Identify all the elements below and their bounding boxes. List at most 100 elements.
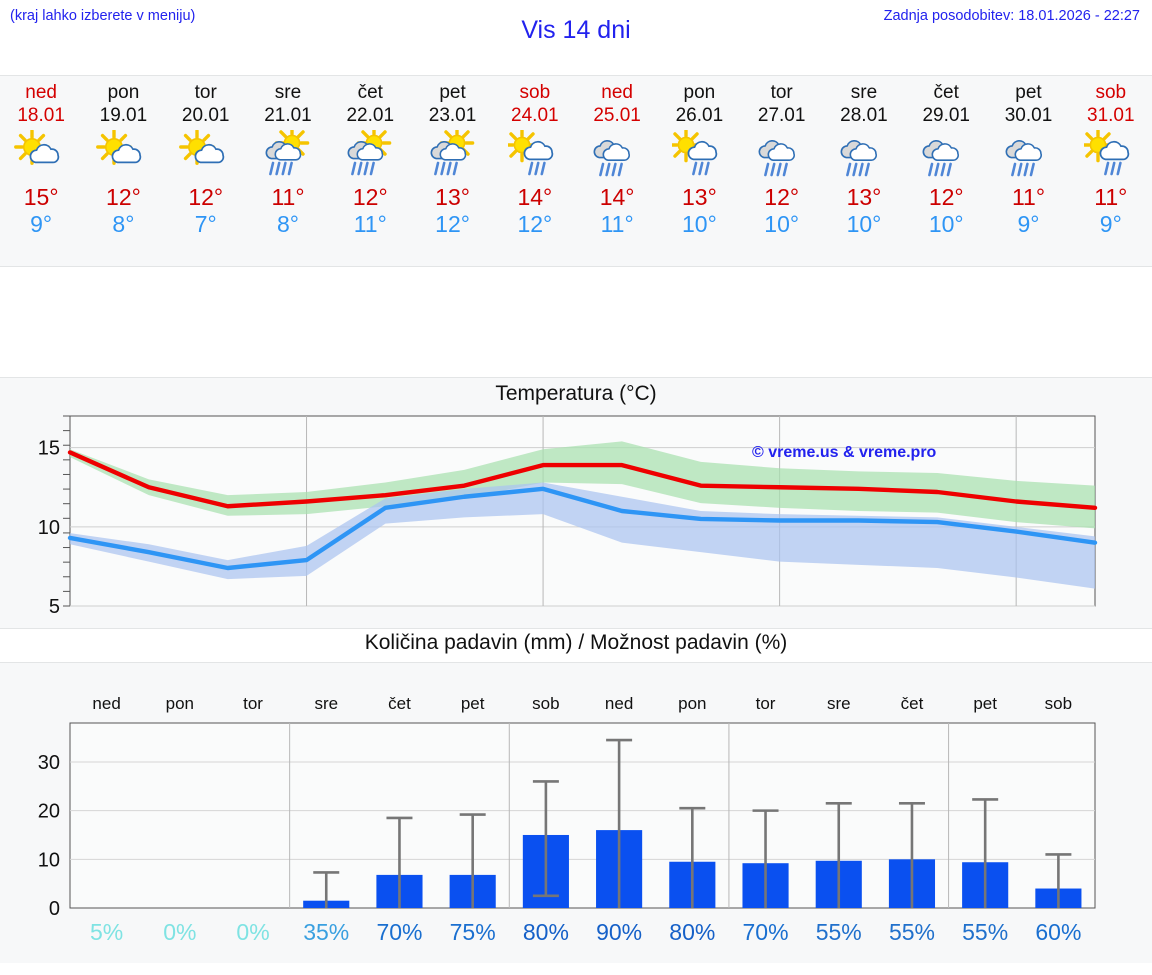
temperature-max: 11° <box>1011 184 1046 210</box>
temperature-min: 12° <box>517 211 553 237</box>
precipitation-probability: 55% <box>889 919 935 945</box>
day-date: 27.01 <box>757 105 806 126</box>
precipitation-probability: 90% <box>596 919 642 945</box>
svg-text:10: 10 <box>38 849 60 871</box>
sun-cloud-icon <box>178 130 224 165</box>
precipitation-day-label: sob <box>1045 694 1072 713</box>
temperature-max: 14° <box>517 184 553 210</box>
weather-icon-wrap <box>755 129 809 181</box>
day-date: 21.01 <box>264 105 312 126</box>
precipitation-day-label: sre <box>827 694 851 713</box>
temperature-min: 10° <box>928 211 964 237</box>
temperature-min: 9° <box>30 211 53 237</box>
day-date: 28.01 <box>840 105 888 126</box>
precipitation-day-label: čet <box>388 694 411 713</box>
temperature-range-band <box>70 441 1095 529</box>
temperature-max: 11° <box>1094 184 1128 210</box>
day-of-week: tor <box>194 82 217 103</box>
temperature-max: 12° <box>764 184 800 210</box>
day-of-week: sre <box>850 82 878 103</box>
svg-text:30: 30 <box>38 752 60 774</box>
temperature-min: 9° <box>1099 211 1122 237</box>
weather-icon-wrap <box>261 129 315 181</box>
day-of-week: pet <box>439 82 466 103</box>
precipitation-probability: 5% <box>90 919 123 945</box>
cloud-rain-icon <box>758 140 795 177</box>
day-column[interactable]: ned 25.01 14° 11° <box>576 76 658 266</box>
weather-icon-wrap <box>178 129 233 181</box>
temperature-min: 8° <box>276 211 299 237</box>
svg-text:15: 15 <box>38 438 60 460</box>
day-date: 31.01 <box>1087 105 1135 126</box>
precipitation-probability: 75% <box>450 919 496 945</box>
day-column[interactable]: pet 30.01 11° 9° <box>987 76 1069 266</box>
temperature-min: 10° <box>764 211 800 237</box>
temperature-max: 11° <box>271 184 305 210</box>
precipitation-day-label: sob <box>532 694 559 713</box>
day-column[interactable]: pon 26.01 13° 10° <box>658 76 740 266</box>
precipitation-probability: 70% <box>743 919 789 945</box>
day-column[interactable]: ned 18.01 15° 9° <box>0 76 82 266</box>
svg-text:20: 20 <box>38 801 60 823</box>
weather-icon-wrap <box>1002 129 1056 181</box>
watermark: © vreme.us & vreme.pro <box>752 444 937 461</box>
precipitation-day-label: sre <box>314 694 338 713</box>
day-date: 19.01 <box>99 105 148 126</box>
spacer <box>0 267 1152 377</box>
weather-icon-wrap <box>1083 129 1138 181</box>
day-of-week: sob <box>519 82 551 103</box>
day-column[interactable]: tor 20.01 12° 7° <box>165 76 247 266</box>
temperature-max: 13° <box>682 184 717 210</box>
day-of-week: čet <box>933 82 959 103</box>
day-column[interactable]: tor 27.01 12° 10° <box>741 76 823 266</box>
temperature-max: 12° <box>352 184 388 210</box>
temperature-min: 10° <box>846 211 882 237</box>
temperature-max: 15° <box>23 184 59 210</box>
weather-icon-wrap <box>96 129 150 181</box>
temperature-min: 11° <box>600 211 634 237</box>
day-of-week: ned <box>601 82 633 103</box>
day-column[interactable]: sob 24.01 14° 12° <box>494 76 576 266</box>
day-column[interactable]: pon 19.01 12° 8° <box>82 76 164 266</box>
precipitation-probability: 60% <box>1035 919 1081 945</box>
sun-cloud-rain-grey-icon <box>265 130 310 176</box>
day-column[interactable]: pet 23.01 13° 12° <box>411 76 493 266</box>
temperature-min: 8° <box>112 211 135 237</box>
cloud-rain-icon <box>1005 140 1042 177</box>
day-column[interactable]: čet 29.01 12° 10° <box>905 76 987 266</box>
sun-cloud-rain-grey-icon <box>347 130 392 176</box>
temperature-max: 13° <box>846 184 882 210</box>
precipitation-probability: 0% <box>236 919 269 945</box>
precipitation-day-label: ned <box>92 694 120 713</box>
precipitation-probability: 55% <box>962 919 1008 945</box>
precipitation-day-label: tor <box>243 694 263 713</box>
day-of-week: sre <box>274 82 302 103</box>
temperature-range-band <box>70 482 1095 589</box>
day-column[interactable]: sre 21.01 11° 8° <box>247 76 329 266</box>
cloud-rain-icon <box>593 140 631 177</box>
day-of-week: tor <box>770 82 793 103</box>
day-column[interactable]: sre 28.01 13° 10° <box>823 76 905 266</box>
sun-cloud-rain-icon <box>672 130 718 176</box>
precipitation-title-band: Količina padavin (mm) / Možnost padavin … <box>0 629 1152 662</box>
weather-icon-wrap <box>837 129 891 181</box>
day-of-week: ned <box>25 82 57 103</box>
day-column[interactable]: sob 31.01 11° 9° <box>1070 76 1152 266</box>
day-date: 22.01 <box>346 105 395 126</box>
svg-text:0: 0 <box>49 898 60 920</box>
precipitation-chart-block: 0 10 20 30 ned pon tor sre čet pet sob ned pon tor sre… <box>0 662 1152 963</box>
temperature-chart: 5 10 15 <box>0 378 1152 628</box>
day-column[interactable]: čet 22.01 12° 11° <box>329 76 411 266</box>
weather-icon-wrap <box>590 129 644 181</box>
sun-cloud-rain-icon <box>1083 130 1129 176</box>
day-date: 18.01 <box>17 105 65 126</box>
weather-icon-wrap <box>919 129 973 181</box>
precipitation-probability: 70% <box>376 919 422 945</box>
temperature-max: 13° <box>435 184 470 210</box>
precipitation-day-label: ned <box>605 694 633 713</box>
day-date: 24.01 <box>511 105 559 126</box>
temperature-max: 12° <box>106 184 141 210</box>
sun-cloud-icon <box>14 130 60 165</box>
precipitation-probability: 80% <box>669 919 715 945</box>
precipitation-probability: 35% <box>303 919 349 945</box>
